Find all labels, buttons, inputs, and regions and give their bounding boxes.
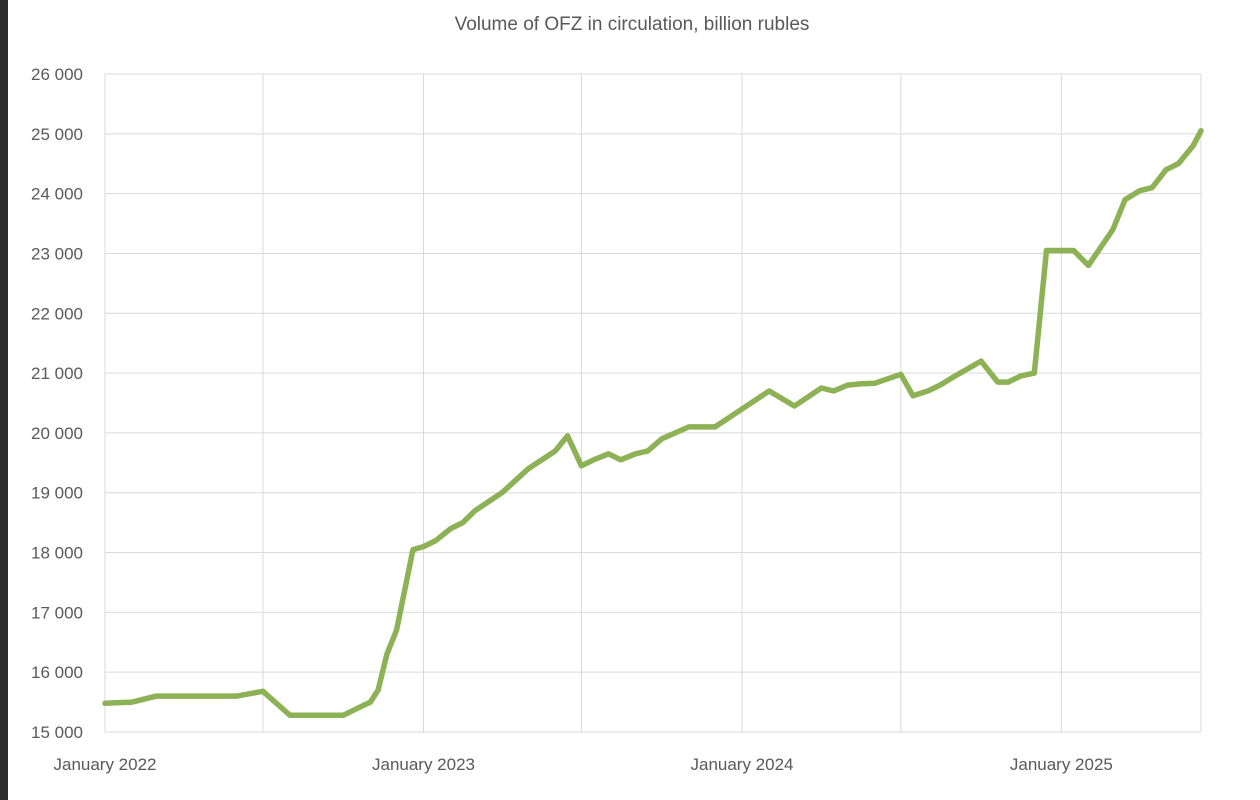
y-tick-label: 25 000: [31, 125, 83, 144]
series-line: [102, 128, 1204, 719]
x-axis-ticks: January 2022 January 2023 January 2024 Janu…: [53, 755, 1112, 774]
chart-panel: Volume of OFZ in circulation, billion ru…: [8, 0, 1260, 800]
y-tick-label: 19 000: [31, 484, 83, 503]
y-axis-ticks: 15 000 16 000 17 000 18 000 19 000 20 000 21 0…: [31, 65, 83, 742]
series-layer: [102, 128, 1204, 719]
y-tick-label: 18 000: [31, 544, 83, 563]
line-chart: Volume of OFZ in circulation, billion ru…: [31, 14, 1204, 774]
y-tick-label: 15 000: [31, 723, 83, 742]
y-tick-label: 17 000: [31, 603, 83, 622]
y-tick-label: 22 000: [31, 304, 83, 323]
x-tick-label: January 2024: [690, 755, 793, 774]
y-tick-label: 24 000: [31, 185, 83, 204]
chart-title: Volume of OFZ in circulation, billion ru…: [455, 14, 810, 35]
y-tick-label: 21 000: [31, 364, 83, 383]
y-tick-label: 20 000: [31, 424, 83, 443]
x-tick-label: January 2023: [372, 755, 475, 774]
y-tick-label: 16 000: [31, 663, 83, 682]
x-tick-label: January 2022: [53, 755, 156, 774]
gridlines: [104, 73, 1202, 733]
x-tick-label: January 2025: [1010, 755, 1113, 774]
y-tick-label: 23 000: [31, 244, 83, 263]
y-tick-label: 26 000: [31, 65, 83, 84]
